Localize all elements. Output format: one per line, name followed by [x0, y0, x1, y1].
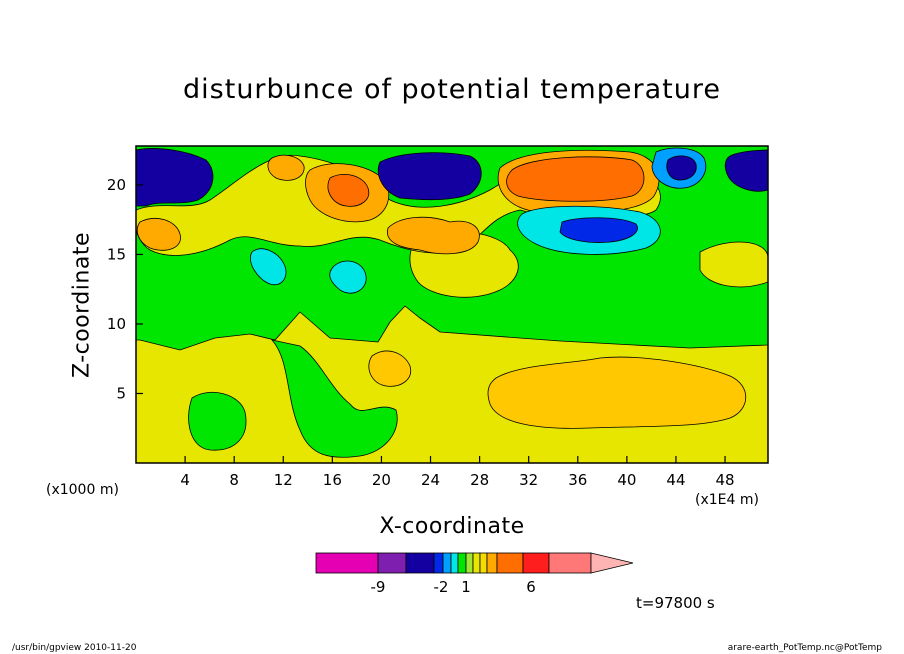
colorbar-segment — [496, 552, 524, 574]
time-stamp: t=97800 s — [636, 594, 715, 612]
contour-region-orange-small — [368, 350, 412, 387]
colorbar-segment — [465, 552, 474, 574]
contour-region-blue-mid — [377, 152, 482, 201]
colorbar-segment — [472, 552, 481, 574]
x-scale-label: (x1E4 m) — [695, 492, 759, 508]
contour-region-cyan-2 — [329, 260, 367, 294]
x-tick-label: 40 — [617, 471, 636, 489]
colorbar-segment — [457, 552, 467, 574]
x-tick-label: 4 — [180, 471, 190, 489]
y-tick-label: 10 — [107, 315, 126, 333]
x-tick-label: 48 — [716, 471, 735, 489]
y-tick-label: 15 — [107, 245, 126, 263]
y-axis-ticks: 5 10 15 20 — [107, 176, 143, 402]
colorbar: -9 -2 1 6 — [315, 552, 634, 596]
contour-region-orange-2 — [387, 216, 480, 255]
chart-title: disturbunce of potential temperature — [183, 74, 721, 105]
footer-left-text: /usr/bin/gpview 2010-11-20 — [12, 643, 137, 653]
colorbar-segment — [548, 552, 592, 574]
contour-fields — [136, 146, 768, 463]
x-tick-label: 32 — [519, 471, 538, 489]
colorbar-tick-label: -9 — [371, 578, 386, 596]
contour-region-orange-bottom — [487, 356, 747, 429]
colorbar-segment — [479, 552, 488, 574]
colorbar-segment — [486, 552, 498, 574]
colorbar-extension — [590, 552, 634, 574]
contour-region-orange-3 — [136, 218, 181, 251]
x-tick-label: 36 — [568, 471, 587, 489]
x-tick-label: 24 — [421, 471, 440, 489]
x-tick-label: 16 — [323, 471, 342, 489]
contour-region-dark-orange-1 — [327, 174, 370, 207]
colorbar-segment — [442, 552, 452, 574]
contour-region-cyan-1 — [250, 248, 287, 286]
plot-frame — [135, 145, 769, 464]
x-unit-label: (x1000 m) — [46, 482, 119, 498]
contour-region-blue-corner — [724, 149, 768, 192]
contour-region-blue-right — [559, 217, 638, 243]
x-tick-label: 28 — [470, 471, 489, 489]
contour-region-green-lower — [188, 391, 247, 451]
colorbar-segment — [377, 552, 407, 574]
contour-region-orange-4 — [267, 154, 305, 181]
colorbar-segment — [450, 552, 459, 574]
contour-region-dark-orange-top-right — [506, 156, 645, 202]
footer-right-text: arare-earth_PotTemp.nc@PotTemp — [727, 643, 882, 653]
contour-region-blue-topright — [666, 155, 697, 181]
y-tick-label: 5 — [116, 384, 126, 402]
x-tick-label: 44 — [666, 471, 685, 489]
y-tick-label: 20 — [107, 176, 126, 194]
contour-region-yellow-right — [699, 241, 768, 288]
colorbar-segment — [315, 552, 379, 574]
colorbar-segment — [405, 552, 435, 574]
colorbar-tick-label: 6 — [526, 578, 536, 596]
colorbar-tick-label: 1 — [461, 578, 471, 596]
colorbar-segment — [433, 552, 444, 574]
contour-region-blue-left — [136, 148, 214, 207]
contour-region-green-column — [270, 339, 398, 458]
colorbar-segment — [522, 552, 550, 574]
x-tick-label: 12 — [274, 471, 293, 489]
x-axis-label: X-coordinate — [379, 514, 525, 539]
x-tick-label: 8 — [229, 471, 239, 489]
x-axis-ticks: 4 8 12 16 20 24 28 32 36 40 44 48 — [180, 456, 735, 489]
x-tick-label: 20 — [372, 471, 391, 489]
colorbar-tick-label: -2 — [434, 578, 449, 596]
